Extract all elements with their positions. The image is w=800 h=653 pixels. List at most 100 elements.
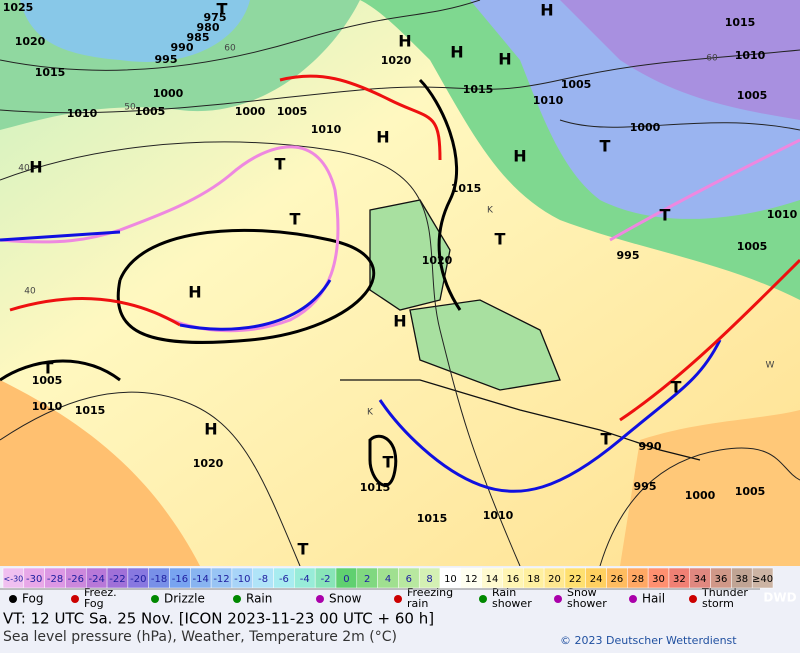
isotherm-label: K bbox=[487, 206, 494, 216]
legend-symbol-label: Rain bbox=[246, 592, 272, 606]
isobars bbox=[0, 0, 800, 567]
legend-icon bbox=[689, 595, 697, 603]
legend-symbol-label: Drizzle bbox=[164, 592, 205, 606]
legend-label: 12 bbox=[465, 574, 478, 585]
legend-label: -8 bbox=[258, 574, 268, 585]
pressure-label: 1015 bbox=[417, 512, 448, 525]
cold-front bbox=[0, 230, 121, 242]
pressure-label: T bbox=[43, 359, 54, 378]
pressure-label: 1010 bbox=[311, 123, 342, 136]
legend-icon bbox=[479, 595, 487, 603]
legend-symbol-label: rain bbox=[407, 597, 428, 610]
pressure-label: 1005 bbox=[32, 374, 63, 387]
legend-symbol-label: Snow bbox=[329, 592, 362, 606]
legend-label: -10 bbox=[234, 574, 250, 585]
pressure-label: 995 bbox=[634, 480, 657, 493]
pressure-label: H bbox=[188, 283, 201, 302]
legend-label: -12 bbox=[213, 574, 229, 585]
pressure-label: 1005 bbox=[737, 240, 768, 253]
isotherm-label: 40 bbox=[18, 164, 30, 174]
legend-label: 38 bbox=[735, 574, 748, 585]
pressure-label: 990 bbox=[171, 41, 194, 54]
pressure-label: 995 bbox=[155, 53, 178, 66]
pressure-label: 1000 bbox=[235, 105, 266, 118]
isotherm-label: 50 bbox=[124, 103, 136, 113]
pressure-label: T bbox=[217, 0, 228, 19]
legend-label: -14 bbox=[193, 574, 209, 585]
pressure-label: 995 bbox=[617, 249, 640, 262]
pressure-label: 1005 bbox=[277, 105, 308, 118]
legend-icon bbox=[394, 595, 402, 603]
legend-label: -16 bbox=[172, 574, 188, 585]
pressure-label: H bbox=[398, 32, 411, 51]
pressure-label: 1020 bbox=[15, 35, 46, 48]
legend-label: -28 bbox=[47, 574, 63, 585]
legend-label: 4 bbox=[385, 574, 391, 585]
pressure-label: H bbox=[450, 43, 463, 62]
legend-symbol-label: Fog bbox=[84, 597, 104, 610]
legend-icon bbox=[9, 595, 17, 603]
pressure-label: H bbox=[498, 50, 511, 69]
legend-label: 16 bbox=[506, 574, 519, 585]
pressure-label: 1010 bbox=[483, 509, 514, 522]
legend-label: -24 bbox=[88, 574, 104, 585]
legend-label: -6 bbox=[279, 574, 289, 585]
legend-label: 22 bbox=[569, 574, 582, 585]
pressure-label: 1010 bbox=[32, 400, 63, 413]
pressure-label: 1015 bbox=[35, 66, 66, 79]
isobars-main bbox=[0, 78, 462, 487]
legend-symbol-label: shower bbox=[492, 597, 532, 610]
pressure-label: H bbox=[393, 312, 406, 331]
legend-label: 2 bbox=[364, 574, 370, 585]
pressure-label: 1015 bbox=[463, 83, 494, 96]
legend-swatch bbox=[751, 567, 774, 589]
legend-label: -20 bbox=[130, 574, 146, 585]
legend-label: ≥40 bbox=[752, 574, 773, 585]
legend-label: 24 bbox=[590, 574, 603, 585]
valid-time: VT: 12 UTC Sa. 25 Nov. [ICON 2023-11-23 … bbox=[3, 610, 434, 628]
logo-text: DWD bbox=[763, 591, 796, 605]
warm-front bbox=[619, 258, 800, 422]
pressure-label: 1005 bbox=[735, 485, 766, 498]
pressure-label: 1010 bbox=[67, 107, 98, 120]
legend-label: 20 bbox=[548, 574, 561, 585]
legend-label: -2 bbox=[321, 574, 331, 585]
temp-area bbox=[20, 0, 250, 62]
legend-label: 6 bbox=[406, 574, 412, 585]
coastline bbox=[340, 379, 701, 461]
pressure-label: 1025 bbox=[3, 1, 34, 14]
legend-icon bbox=[71, 595, 79, 603]
cold-front bbox=[179, 279, 332, 331]
pressure-label: 1010 bbox=[735, 49, 766, 62]
pressure-label: 1020 bbox=[193, 457, 224, 470]
isotherm-label: 60 bbox=[706, 54, 718, 64]
pressure-label: T bbox=[495, 230, 506, 249]
pressure-label: H bbox=[376, 128, 389, 147]
pressure-label: T bbox=[298, 540, 309, 559]
legend-label: 14 bbox=[486, 574, 499, 585]
legend-label: 30 bbox=[652, 574, 665, 585]
pressure-label: 1000 bbox=[630, 121, 661, 134]
legend-label: 8 bbox=[426, 574, 432, 585]
pressure-label: H bbox=[204, 420, 217, 439]
description: Sea level pressure (hPa), Weather, Tempe… bbox=[3, 629, 397, 645]
legend-icon bbox=[316, 595, 324, 603]
pressure-label: 980 bbox=[197, 21, 220, 34]
pressure-label: 1015 bbox=[725, 16, 756, 29]
pressure-label: 985 bbox=[187, 31, 210, 44]
legend-label: -30 bbox=[26, 574, 42, 585]
legend-label: 36 bbox=[715, 574, 728, 585]
legend-symbol-label: shower bbox=[567, 597, 607, 610]
pressure-label: T bbox=[671, 378, 682, 397]
legend-symbol-label: Hail bbox=[642, 592, 665, 606]
pressure-label: H bbox=[29, 158, 42, 177]
legend-label: 18 bbox=[527, 574, 540, 585]
pressure-label: T bbox=[600, 137, 611, 156]
legend-label: 0 bbox=[343, 574, 349, 585]
pressure-label: 1000 bbox=[153, 87, 184, 100]
pressure-label: T bbox=[660, 206, 671, 225]
legend-label: -26 bbox=[68, 574, 84, 585]
pressure-label: T bbox=[275, 155, 286, 174]
